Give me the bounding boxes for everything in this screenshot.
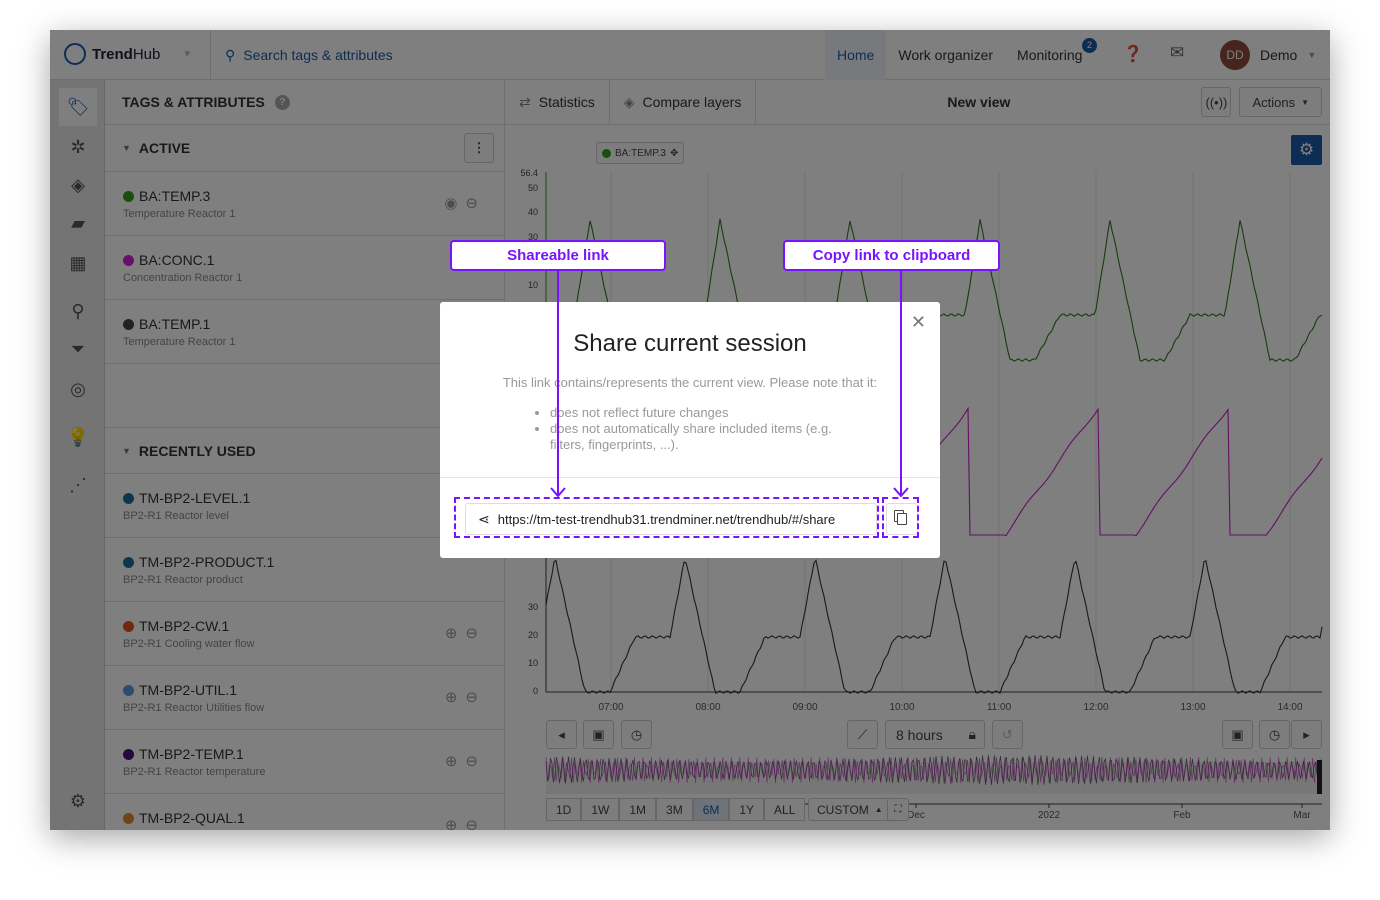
share-modal: ✕ Share current session This link contai… — [440, 302, 940, 558]
share-url-field[interactable]: ⋖ https://tm-test-trendhub31.trendminer.n… — [465, 503, 877, 535]
note-item: does not automatically share included it… — [550, 421, 870, 453]
modal-title: Share current session — [573, 330, 807, 357]
copy-icon — [897, 513, 907, 525]
share-icon: ⋖ — [478, 510, 490, 527]
modal-description: This link contains/represents the curren… — [502, 375, 878, 390]
notes-list: does not reflect future changesdoes not … — [550, 405, 870, 453]
note-item: does not reflect future changes — [550, 405, 870, 421]
close-icon[interactable]: ✕ — [910, 312, 926, 332]
copy-highlight — [882, 497, 919, 538]
url-highlight — [454, 497, 879, 538]
copy-link-callout: Copy link to clipboard — [783, 240, 1000, 271]
share-url: https://tm-test-trendhub31.trendminer.ne… — [497, 511, 836, 527]
shareable-link-callout: Shareable link — [450, 240, 666, 271]
